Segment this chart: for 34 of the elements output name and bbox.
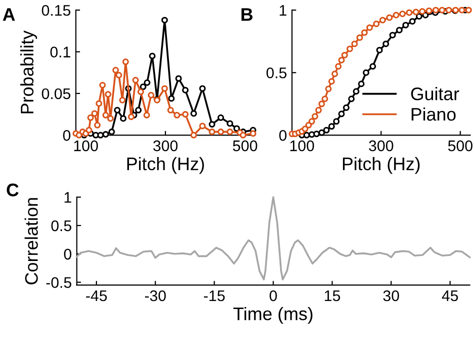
- x-tick-label: -15: [204, 290, 225, 302]
- x-tick-label: -45: [86, 290, 107, 302]
- x-tick-label: 300: [368, 140, 394, 152]
- y-axis-title: Probability: [20, 30, 38, 114]
- y-tick-label: 0.1: [50, 46, 70, 58]
- legend-label: Guitar: [411, 87, 460, 100]
- y-tick-label: 0.05: [42, 88, 70, 100]
- y-tick-label: 1: [280, 5, 286, 16]
- x-tick-label: 15: [324, 290, 340, 302]
- annotation: B: [242, 8, 253, 21]
- y-tick-label: 0.15: [42, 4, 70, 16]
- y-tick-label: 0: [63, 130, 70, 141]
- x-tick-label: 500: [232, 140, 258, 152]
- y-tick-label: 0: [279, 130, 287, 141]
- x-tick-label: 100: [290, 140, 314, 152]
- y-tick-label: 0.5: [51, 220, 72, 232]
- x-tick-label: 300: [153, 140, 178, 152]
- x-axis-title: Pitch (Hz): [127, 157, 204, 174]
- x-tick-label: -30: [145, 290, 166, 302]
- y-axis-title: Correlation: [24, 198, 38, 284]
- legend-label: Piano: [412, 107, 456, 121]
- x-tick-label: 30: [383, 290, 400, 302]
- y-tick-label: 1: [64, 192, 72, 203]
- x-axis-title: Pitch (Hz): [342, 157, 420, 174]
- x-tick-label: 0: [270, 290, 277, 302]
- y-tick-label: -0.5: [46, 277, 72, 288]
- x-tick-label: 100: [74, 140, 98, 152]
- y-tick-label: 0: [64, 248, 72, 260]
- x-tick-label: 500: [448, 140, 472, 152]
- x-tick-label: 45: [442, 290, 458, 302]
- text: C: [6, 184, 19, 196]
- y-tick-label: 0.5: [266, 67, 286, 78]
- text: A: [2, 8, 15, 21]
- x-axis-title: Time (ms): [233, 306, 312, 324]
